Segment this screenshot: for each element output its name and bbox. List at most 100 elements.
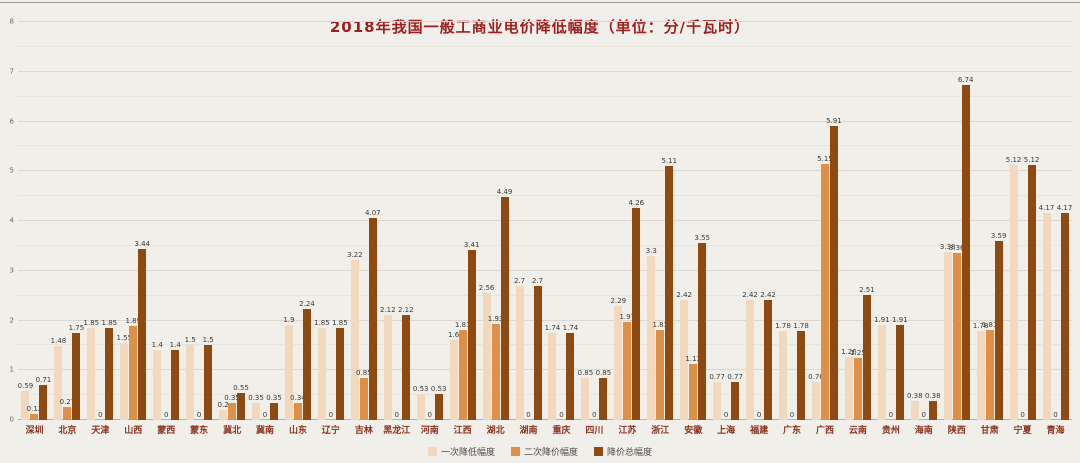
bar-series1: 2.29: [611, 298, 626, 420]
bar-group-河南: 0.53 0 0.53: [413, 22, 447, 420]
major-gridline: 6: [10, 118, 1072, 125]
bar-series1: 2.12: [380, 306, 396, 420]
y-axis-tick-label: 0: [9, 415, 14, 424]
bar-value-label: 1.81: [652, 320, 669, 329]
y-axis-tick-label: 6: [9, 117, 14, 125]
bar-value-label: 1.55: [116, 333, 133, 342]
bar-series1: 0.53: [413, 385, 429, 420]
bar-value-label: 1.78: [972, 322, 989, 331]
bar-value-label: 0.71: [35, 375, 52, 384]
minor-gridline: [18, 244, 1072, 246]
bar-group-冀南: 0.35 0 0.35: [248, 22, 282, 420]
bar-value-label: 0: [723, 411, 729, 419]
bar-value-label: 0.53: [412, 384, 429, 393]
bar-value-label: 2.56: [478, 283, 495, 292]
bar-value-label: 0.12: [26, 405, 43, 414]
bar-value-label: 3.22: [347, 250, 363, 259]
bar-series3: 1.78: [793, 323, 809, 420]
y-axis-tick-label: 3: [9, 266, 14, 275]
bar-value-label: 0.34: [290, 394, 306, 403]
bar-value-label: 1.75: [68, 323, 85, 332]
bar-value-label: 5.15: [817, 154, 833, 163]
bar-value-label: 2.29: [610, 297, 627, 306]
bar-series1: 2.7: [514, 277, 525, 420]
bar-series2: 1.81: [652, 321, 668, 420]
x-axis-label-青海: 青海: [1046, 426, 1065, 437]
bar-value-label: 0.38: [906, 392, 923, 401]
bar-series3: 1.75: [69, 324, 84, 420]
bar-group-北京: 1.48 0.27 1.75: [51, 22, 84, 420]
bar-group-上海: 0.77 0 0.77: [709, 22, 743, 420]
bar-series3: 6.74: [958, 76, 974, 420]
bar-value-label: 5.12: [1005, 156, 1022, 165]
major-gridline: 1: [10, 366, 1072, 373]
bar-value-label: 4.26: [628, 199, 645, 208]
bar-series3: 2.42: [760, 291, 776, 420]
bar-group-广东: 1.78 0 1.78: [775, 22, 809, 420]
bar-value-label: 2.42: [676, 290, 693, 299]
bar-value-label: 1.5: [202, 336, 214, 345]
bar-value-label: 1.78: [793, 322, 809, 331]
bar-series3: 1.85: [332, 319, 348, 420]
legend-swatch: [510, 447, 520, 456]
bar-series3: 1.4: [170, 342, 181, 420]
legend-label: 二次降价幅度: [523, 448, 578, 458]
bar-group-浙江: 3.3 1.81 5.11: [644, 22, 677, 420]
bar-series1: 2.42: [676, 291, 692, 420]
bar-series2: 1.81: [982, 321, 997, 420]
bar-series1: 1.55: [116, 334, 132, 420]
x-axis-label-吉林: 吉林: [354, 426, 373, 437]
bar-value-label: 1.93: [487, 314, 504, 323]
bar-series1: 4.17: [1039, 204, 1054, 420]
bar-value-label: 4.17: [1056, 203, 1073, 212]
legend-swatch: [594, 447, 603, 456]
bar-group-广西: 0.76 5.15 5.91: [808, 22, 842, 420]
bar-value-label: 2.24: [299, 299, 315, 308]
x-axis-label-冀南: 冀南: [256, 426, 275, 437]
x-axis-label-四川: 四川: [585, 426, 604, 437]
x-axis-label-福建: 福建: [750, 426, 769, 437]
bar-value-label: 0.85: [595, 368, 612, 377]
bar-value-label: 1.78: [775, 322, 791, 331]
bar-value-label: 0: [1020, 411, 1025, 419]
x-axis-label-宁夏: 宁夏: [1013, 426, 1032, 437]
bar-series2: 1.13: [685, 355, 701, 420]
bar-group-吉林: 3.22 0.85 4.07: [347, 22, 381, 420]
minor-gridline: [18, 344, 1072, 346]
x-axis-label-黑龙江: 黑龙江: [383, 426, 411, 437]
bar-value-label: 0.59: [17, 381, 34, 390]
bar-group-青海: 4.17 0 4.17: [1039, 22, 1072, 420]
bar-value-label: 0: [394, 411, 400, 419]
bar-value-label: 1.85: [83, 318, 100, 327]
bar-group-山西: 1.55 1.89 3.44: [116, 22, 150, 420]
bar-value-label: 0.55: [233, 383, 249, 392]
y-axis-tick-label: 7: [9, 67, 14, 76]
bar-series2: 1.25: [850, 349, 866, 420]
x-axis-label-湖南: 湖南: [519, 426, 538, 437]
bar-series1: 0.77: [709, 373, 725, 420]
plot-area: 0 1 2 3 4 5 6 7 8 0.59 0.12 0.71 1.48 0.27 1.75 1.85 0 1.…: [10, 18, 1073, 423]
bar-series2: 0.35: [224, 394, 240, 420]
legend: 一次降低幅度 二次降价幅度 降价总幅度: [0, 445, 1080, 458]
bar-value-label: 2.42: [760, 290, 776, 299]
x-axis-label-陕西: 陕西: [947, 426, 966, 437]
x-axis-label-山西: 山西: [124, 426, 143, 437]
bar-value-label: 5.11: [661, 156, 678, 165]
bar-value-label: 0.2: [217, 401, 229, 410]
x-axis-label-云南: 云南: [848, 426, 867, 437]
bar-series3: 1.5: [203, 337, 214, 420]
bar-value-label: 2.12: [379, 305, 396, 314]
bar-value-label: 2.51: [859, 286, 875, 295]
bar-series3: 3.41: [464, 242, 479, 420]
legend-label: 一次降低幅度: [440, 448, 495, 458]
bar-group-天津: 1.85 0 1.85: [84, 22, 117, 420]
y-axis-tick-label: 5: [9, 166, 14, 175]
bar-series2: 0.27: [60, 398, 75, 420]
x-axis-labels: 深圳 北京 天津 山西 蒙西 蒙东 冀北 冀南 山东 辽宁 吉林 黑龙江 河南 江西 湖北 湖南 重庆 四川 江苏 浙…: [18, 426, 1072, 437]
bar-value-label: 1.13: [685, 354, 702, 363]
bar-series2: 5.15: [817, 155, 833, 420]
x-axis-label-江苏: 江苏: [618, 426, 637, 437]
bar-value-label: 1.5: [184, 336, 196, 345]
bar-series2: 1.93: [488, 315, 503, 420]
bar-series1: 5.12: [1006, 157, 1021, 420]
